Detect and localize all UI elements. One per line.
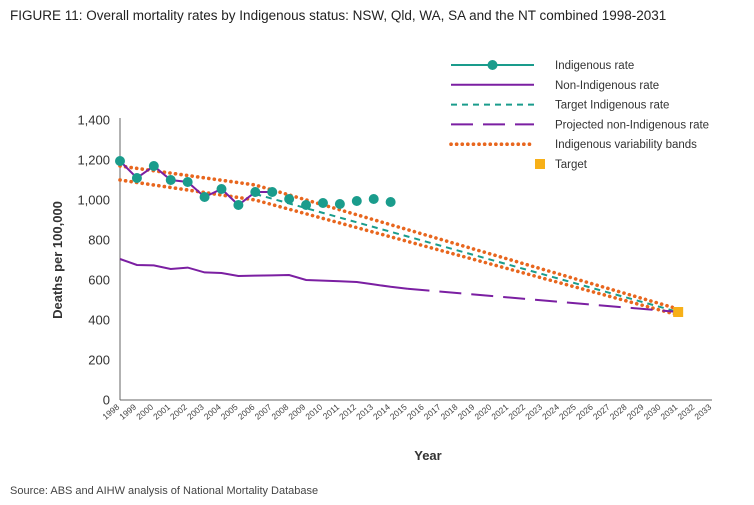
indigenous-rate-point	[115, 156, 125, 166]
y-tick-label: 200	[88, 353, 110, 368]
x-tick-label: 2033	[692, 402, 713, 422]
legend-indigenous-rate-label: Indigenous rate	[555, 60, 634, 72]
x-tick-label: 2010	[303, 402, 324, 422]
x-tick-label: 2015	[388, 402, 409, 422]
indigenous-rate-point	[267, 187, 278, 197]
x-tick-label: 2006	[236, 402, 257, 422]
x-tick-label: 2007	[253, 402, 274, 422]
y-tick-label: 400	[88, 313, 110, 328]
indigenous-rate-point	[233, 200, 244, 210]
indigenous-rate-point	[182, 177, 193, 187]
legend-target-label: Target	[555, 159, 588, 171]
x-tick-label: 2000	[134, 402, 155, 422]
x-tick-label: 2017	[422, 402, 443, 422]
x-tick-label: 2031	[659, 402, 680, 422]
x-tick-label: 2004	[202, 402, 223, 422]
x-tick-label: 2011	[321, 402, 342, 422]
indigenous-rate-markers-only-point	[385, 197, 396, 207]
x-tick-label: 2001	[151, 402, 172, 422]
indigenous-rate-markers-only-point	[334, 199, 345, 209]
x-tick-label: 2023	[523, 402, 544, 422]
indigenous-rate-markers-only-point	[351, 196, 362, 206]
y-tick-label: 1,200	[77, 153, 110, 168]
legend-indigenous-rate-marker	[487, 60, 498, 70]
x-tick-label: 2021	[489, 402, 510, 422]
y-axis-title: Deaths per 100,000	[50, 201, 65, 319]
x-tick-label: 2027	[591, 402, 612, 422]
y-tick-label: 600	[88, 273, 110, 288]
indigenous-rate-markers-only-point	[301, 200, 312, 210]
indigenous-rate-point	[131, 173, 142, 183]
indigenous-variability-bands-lower-line	[118, 178, 680, 317]
legend-indigenous-variability-bands-label: Indigenous variability bands	[555, 139, 697, 151]
x-tick-label: 2024	[540, 402, 561, 422]
x-tick-label: 2030	[642, 402, 663, 422]
indigenous-rate-point	[148, 161, 159, 171]
non-indigenous-rate-line	[119, 258, 408, 290]
x-tick-label: 2014	[371, 402, 392, 422]
x-tick-label: 1999	[117, 402, 138, 422]
indigenous-rate-markers-only-point	[317, 198, 328, 208]
x-tick-label: 2019	[456, 402, 477, 422]
x-tick-label: 2008	[270, 402, 291, 422]
legend-target-indigenous-rate-label: Target Indigenous rate	[555, 100, 669, 112]
chart-title: FIGURE 11: Overall mortality rates by In…	[10, 8, 667, 23]
x-tick-label: 2025	[557, 402, 578, 422]
indigenous-rate-line	[119, 160, 273, 207]
x-tick-label: 2020	[472, 402, 493, 422]
x-axis-title: Year	[414, 448, 441, 463]
legend-target-swatch	[535, 159, 545, 169]
y-tick-label: 800	[88, 233, 110, 248]
x-tick-label: 2018	[439, 402, 460, 422]
y-tick-label: 1,400	[77, 113, 110, 128]
indigenous-rate-point	[165, 175, 176, 185]
indigenous-rate-point	[199, 192, 210, 202]
x-tick-label: 2003	[185, 402, 206, 422]
x-tick-label: 2029	[625, 402, 646, 422]
x-tick-label: 2022	[506, 402, 527, 422]
x-tick-label: 2013	[354, 402, 375, 422]
x-tick-label: 2012	[337, 402, 358, 422]
legend-non-indigenous-rate-label: Non-Indigenous rate	[555, 80, 659, 92]
indigenous-rate-point	[250, 187, 261, 197]
x-tick-label: 2028	[608, 402, 629, 422]
x-tick-label: 2032	[675, 402, 696, 422]
indigenous-variability-bands-line	[118, 164, 680, 311]
legend-projected-non-indigenous-rate-label: Projected non-Indigenous rate	[555, 119, 709, 131]
x-tick-label: 2005	[219, 402, 240, 422]
projected-non-indigenous-rate-line	[407, 287, 679, 313]
indigenous-rate-point	[216, 184, 227, 194]
indigenous-rate-markers-only-point	[284, 194, 295, 204]
target-indigenous-rate-line	[255, 193, 679, 313]
x-tick-label: 2016	[405, 402, 426, 422]
source-note: Source: ABS and AIHW analysis of Nationa…	[10, 485, 319, 497]
x-tick-label: 2026	[574, 402, 595, 422]
x-tick-label: 2002	[168, 402, 189, 422]
x-tick-label: 2009	[286, 402, 307, 422]
y-tick-label: 1,000	[77, 193, 110, 208]
target-marker	[673, 307, 684, 317]
indigenous-rate-markers-only-point	[368, 194, 379, 204]
y-tick-label: 0	[103, 393, 110, 408]
